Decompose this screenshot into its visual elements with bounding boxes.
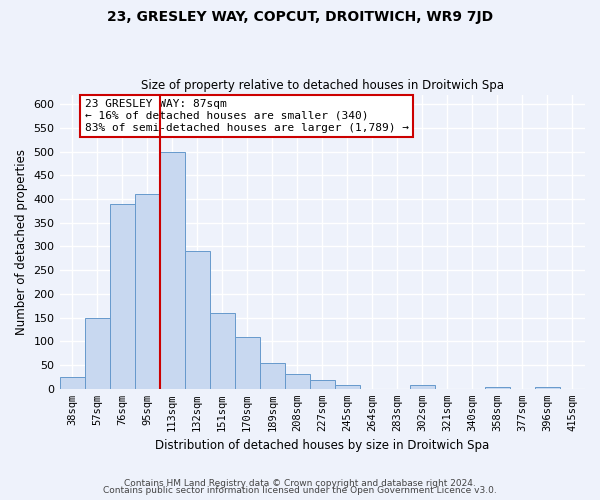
Bar [59,377,85,389]
Bar [310,380,335,389]
Text: 23 GRESLEY WAY: 87sqm
← 16% of detached houses are smaller (340)
83% of semi-det: 23 GRESLEY WAY: 87sqm ← 16% of detached … [85,100,409,132]
X-axis label: Distribution of detached houses by size in Droitwich Spa: Distribution of detached houses by size … [155,440,490,452]
Y-axis label: Number of detached properties: Number of detached properties [15,148,28,334]
Bar [134,194,160,389]
Bar [535,387,560,389]
Text: Contains public sector information licensed under the Open Government Licence v3: Contains public sector information licen… [103,486,497,495]
Bar [335,384,360,389]
Bar [160,152,185,389]
Bar [185,251,209,389]
Bar [485,387,510,389]
Text: 23, GRESLEY WAY, COPCUT, DROITWICH, WR9 7JD: 23, GRESLEY WAY, COPCUT, DROITWICH, WR9 … [107,10,493,24]
Bar [285,374,310,389]
Bar [260,362,285,389]
Bar [235,336,260,389]
Text: Contains HM Land Registry data © Crown copyright and database right 2024.: Contains HM Land Registry data © Crown c… [124,478,476,488]
Bar [110,204,134,389]
Bar [209,313,235,389]
Bar [410,384,435,389]
Bar [85,318,110,389]
Title: Size of property relative to detached houses in Droitwich Spa: Size of property relative to detached ho… [141,79,504,92]
